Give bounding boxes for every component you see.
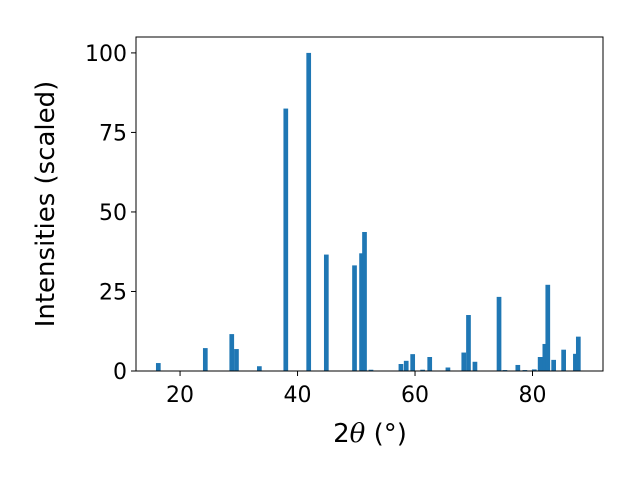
bar-14 bbox=[410, 354, 416, 371]
y-tick-label: 75 bbox=[99, 121, 127, 146]
x-tick-label: 80 bbox=[519, 383, 547, 408]
x-axis-title-unit: (°) bbox=[365, 419, 407, 449]
bar-19 bbox=[466, 315, 471, 371]
bar-series bbox=[155, 52, 581, 372]
bar-6 bbox=[306, 52, 312, 372]
bar-16 bbox=[427, 357, 433, 371]
y-tick-label: 100 bbox=[85, 42, 127, 67]
bar-26 bbox=[537, 357, 543, 371]
bar-8 bbox=[352, 265, 357, 371]
bar-4 bbox=[257, 366, 262, 371]
bar-31 bbox=[573, 353, 578, 371]
bar-32 bbox=[575, 336, 581, 371]
x-axis-title: 2θ (°) bbox=[333, 419, 407, 449]
x-tick-label: 60 bbox=[401, 383, 429, 408]
x-tick-label: 40 bbox=[284, 383, 312, 408]
y-axis-title: Intensities (scaled) bbox=[31, 81, 61, 328]
y-tick-label: 50 bbox=[99, 201, 127, 226]
bar-20 bbox=[472, 361, 478, 371]
bar-28 bbox=[545, 284, 551, 371]
bar-9 bbox=[359, 253, 364, 371]
x-tick-label: 20 bbox=[166, 383, 194, 408]
bar-23 bbox=[515, 364, 521, 371]
y-tick-label: 25 bbox=[99, 280, 127, 305]
x-axis-title-symbol: θ bbox=[350, 419, 366, 449]
bar-2 bbox=[229, 334, 235, 371]
bar-3 bbox=[234, 349, 239, 371]
x-axis: 20 40 60 80 bbox=[166, 371, 547, 408]
bar-25 bbox=[531, 369, 537, 371]
bar-29 bbox=[551, 359, 557, 371]
bar-18 bbox=[461, 352, 467, 371]
bar-1 bbox=[202, 348, 208, 371]
x-axis-title-main: 2 bbox=[333, 419, 350, 449]
bar-10 bbox=[362, 231, 367, 371]
bar-13 bbox=[403, 360, 409, 371]
bar-11 bbox=[368, 369, 374, 371]
bar-12 bbox=[398, 364, 404, 371]
y-tick-label: 0 bbox=[113, 360, 127, 385]
bar-21 bbox=[496, 296, 502, 371]
plot-frame bbox=[135, 36, 604, 372]
bar-15 bbox=[420, 369, 426, 371]
y-axis: 0 25 50 75 100 bbox=[85, 42, 136, 385]
bar-30 bbox=[561, 349, 566, 371]
bar-27 bbox=[542, 343, 548, 371]
bar-0 bbox=[155, 363, 161, 371]
bar-5 bbox=[283, 108, 289, 372]
bar-17 bbox=[445, 367, 451, 371]
bar-7 bbox=[323, 254, 329, 371]
